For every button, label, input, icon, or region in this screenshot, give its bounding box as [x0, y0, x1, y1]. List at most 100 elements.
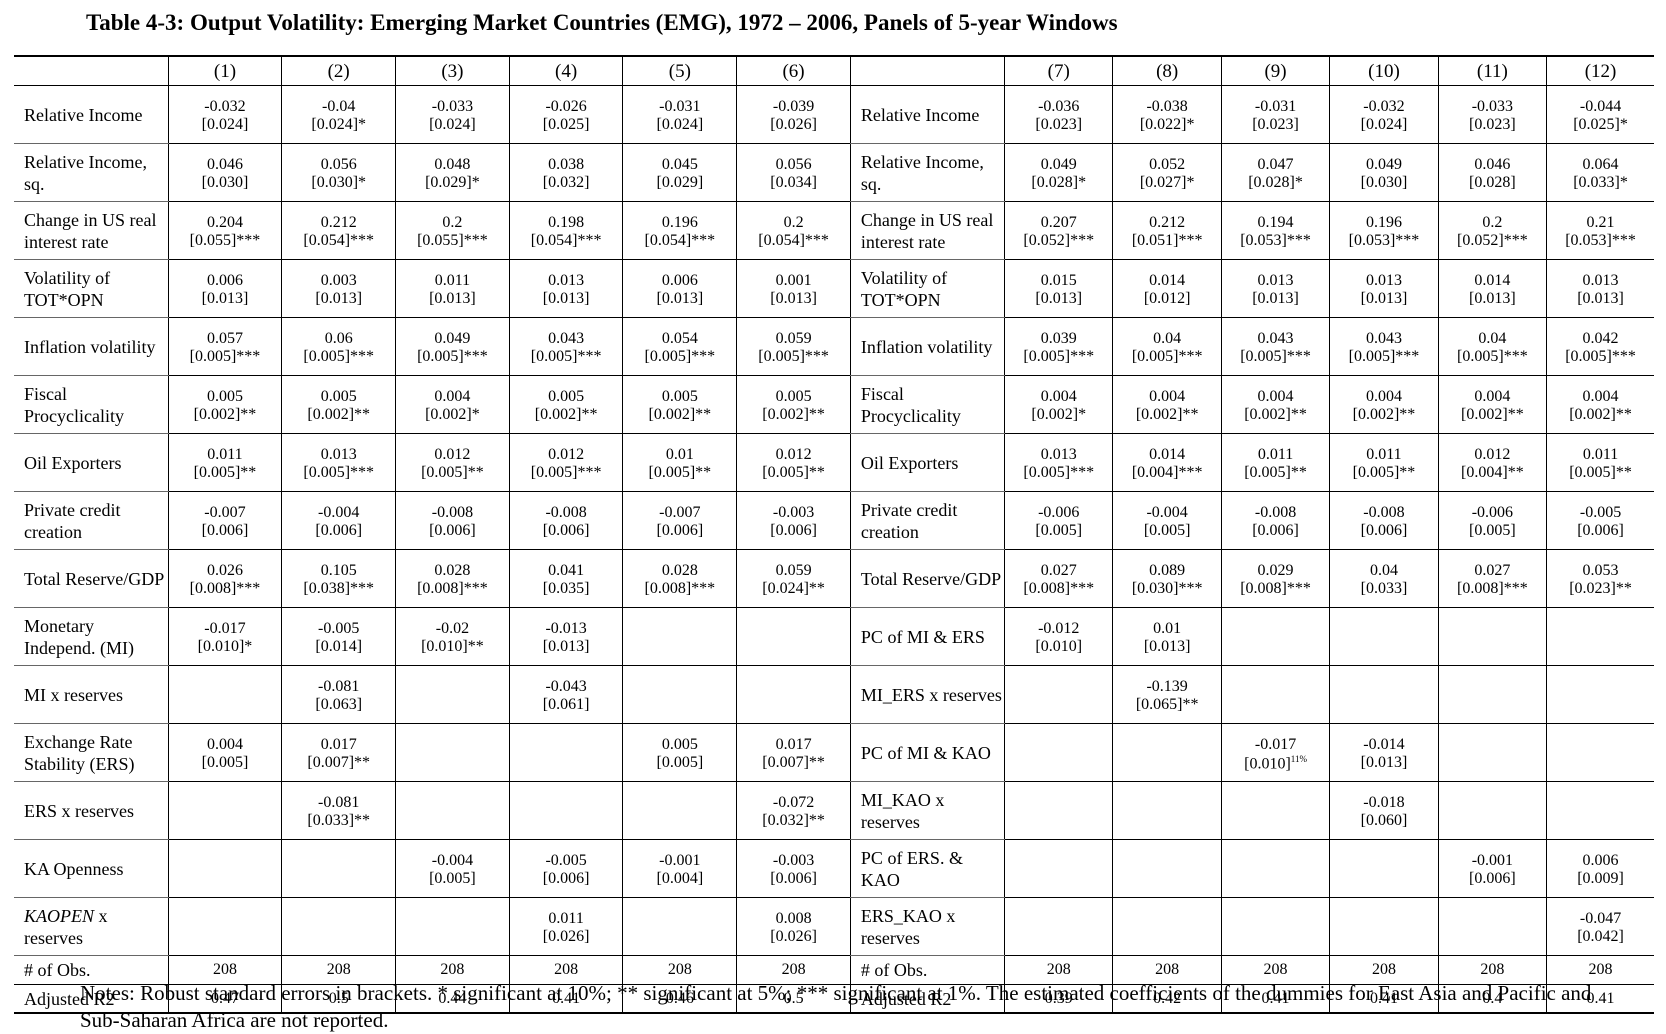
coef-cell — [168, 897, 283, 928]
se-cell — [168, 928, 283, 956]
coef-cell — [1546, 607, 1654, 638]
column-header: (5) — [622, 55, 738, 86]
se-cell: [0.005]*** — [281, 464, 397, 492]
coef-cell: 0.005 — [168, 375, 283, 406]
obs-value: 208 — [1004, 955, 1114, 985]
row-label-text: Oil Exporters — [24, 452, 122, 473]
coef-cell — [1438, 897, 1548, 928]
se-cell: [0.006] — [168, 522, 283, 550]
se-cell: [0.005]*** — [168, 348, 283, 376]
obs-label: # of Obs. — [14, 955, 169, 985]
coef-cell: 0.012 — [509, 433, 624, 464]
se-cell: [0.028] — [1438, 174, 1548, 202]
column-header: (9) — [1221, 55, 1331, 86]
se-cell: [0.002]** — [1546, 406, 1654, 434]
coef-cell: 0.013 — [509, 259, 624, 290]
se-cell: [0.032]** — [736, 812, 851, 840]
se-cell: [0.014] — [281, 638, 397, 666]
r2-value: 0.47 — [168, 984, 283, 1014]
row-label-text: Inflation volatility — [24, 336, 156, 357]
coef-cell: 0.2 — [1438, 201, 1548, 232]
r2-value: 0.44 — [395, 984, 510, 1014]
r2-label: Adjusted R2 — [14, 984, 169, 1014]
coef-cell: 0.028 — [395, 549, 510, 580]
coef-cell — [622, 781, 738, 812]
coef-cell: 0.029 — [1221, 549, 1331, 580]
row-label: KA Openness — [14, 839, 169, 898]
se-cell — [1546, 638, 1654, 666]
se-cell — [281, 870, 397, 898]
coef-cell: 0.049 — [1004, 143, 1114, 174]
coef-cell: 0.004 — [1329, 375, 1439, 406]
se-cell: [0.006] — [509, 522, 624, 550]
coef-cell: -0.007 — [622, 491, 738, 522]
coef-cell: 0.027 — [1438, 549, 1548, 580]
se-cell: [0.013] — [509, 638, 624, 666]
se-cell: [0.002]** — [622, 406, 738, 434]
se-cell: [0.005]*** — [509, 348, 624, 376]
coef-cell: -0.047 — [1579, 910, 1622, 927]
coef-cell: -0.04 — [281, 85, 397, 116]
se-cell: [0.010]11% — [1221, 754, 1331, 782]
coef-cell: 0.011 — [168, 433, 283, 464]
se-cell: [0.042] — [1546, 928, 1654, 956]
coef-cell: 0.198 — [509, 201, 624, 232]
row-label-text: KA Openness — [24, 858, 124, 879]
coef-cell: 0.017 — [736, 723, 851, 754]
table-row: ERS x reserves -0.081 -0.072 MI_KAO x reser… — [14, 781, 1654, 840]
se-cell — [168, 870, 283, 898]
coef-cell: 0.212 — [1112, 201, 1222, 232]
row-label: ERS_KAO x reserves — [850, 897, 1006, 956]
coef-cell: -0.018 — [1329, 781, 1439, 812]
coef-cell: 0.012 — [1438, 433, 1548, 464]
coef-cell: 0.038 — [509, 143, 624, 174]
coef-cell: 0.006 — [622, 259, 738, 290]
coef-cell: 0.043 — [509, 317, 624, 348]
table-row: Oil Exporters 0.011 0.013 0.012 0.012 0.01 0.0… — [14, 433, 1654, 492]
se-cell: [0.006] — [509, 870, 624, 898]
se-cell — [1112, 928, 1222, 956]
se-cell: [0.002]* — [395, 406, 510, 434]
column-header-row: (1) (2) (3) (4) (5) (6) (7) (8) (9) (10) (11) (12) — [14, 55, 1654, 86]
coef-cell: 0.027 — [1004, 549, 1114, 580]
coef-cell: 0.2 — [736, 201, 851, 232]
coef-cell — [736, 607, 851, 638]
coef-cell — [622, 665, 738, 696]
se-cell — [509, 812, 624, 840]
coef-cell — [1438, 607, 1548, 638]
coef-cell: 0.01 — [1112, 607, 1222, 638]
row-label: Inflation volatility — [14, 317, 169, 376]
coef-cell: -0.139 — [1112, 665, 1222, 696]
coef-cell: -0.017 — [1221, 723, 1331, 754]
se-cell — [622, 812, 738, 840]
coef-cell: 0.039 — [1004, 317, 1114, 348]
coef-cell — [168, 781, 283, 812]
coef-cell: 0.042 — [1582, 330, 1619, 347]
coef-cell: 0.196 — [622, 201, 738, 232]
coef-cell: -0.072 — [736, 781, 851, 812]
se-cell: [0.010] — [1004, 638, 1114, 666]
coef-cell: 0.005 — [622, 723, 738, 754]
se-cell: [0.008]*** — [1004, 580, 1114, 608]
se-cell: [0.065]** — [1112, 696, 1222, 724]
coef-cell: 0.013 — [1004, 433, 1114, 464]
se-cell: [0.002]** — [736, 406, 851, 434]
coef-cell — [1112, 781, 1222, 812]
row-label: PC of MI & KAO — [850, 723, 1006, 782]
table-row: Fiscal Procyclicality 0.005 0.005 0.004 0.00… — [14, 375, 1654, 434]
se-cell: [0.013] — [1329, 290, 1439, 318]
se-cell: [0.038]*** — [281, 580, 397, 608]
se-cell: [0.024]* — [281, 116, 397, 144]
column-header: (8) — [1112, 55, 1222, 86]
coef-cell: 0.046 — [168, 143, 283, 174]
coef-cell — [1438, 781, 1548, 812]
row-label: PC of MI & ERS — [850, 607, 1006, 666]
table-row: Private credit creation -0.007 -0.004 -0.00… — [14, 491, 1654, 550]
se-cell: [0.024] — [622, 116, 738, 144]
se-cell: [0.005]** — [622, 464, 738, 492]
coef-cell — [509, 723, 624, 754]
row-label: Exchange Rate Stability (ERS) — [14, 723, 169, 782]
coef-cell — [1547, 666, 1654, 697]
row-label: Volatility of TOT*OPN — [850, 259, 1006, 318]
se-cell: [0.008]*** — [1438, 580, 1548, 608]
